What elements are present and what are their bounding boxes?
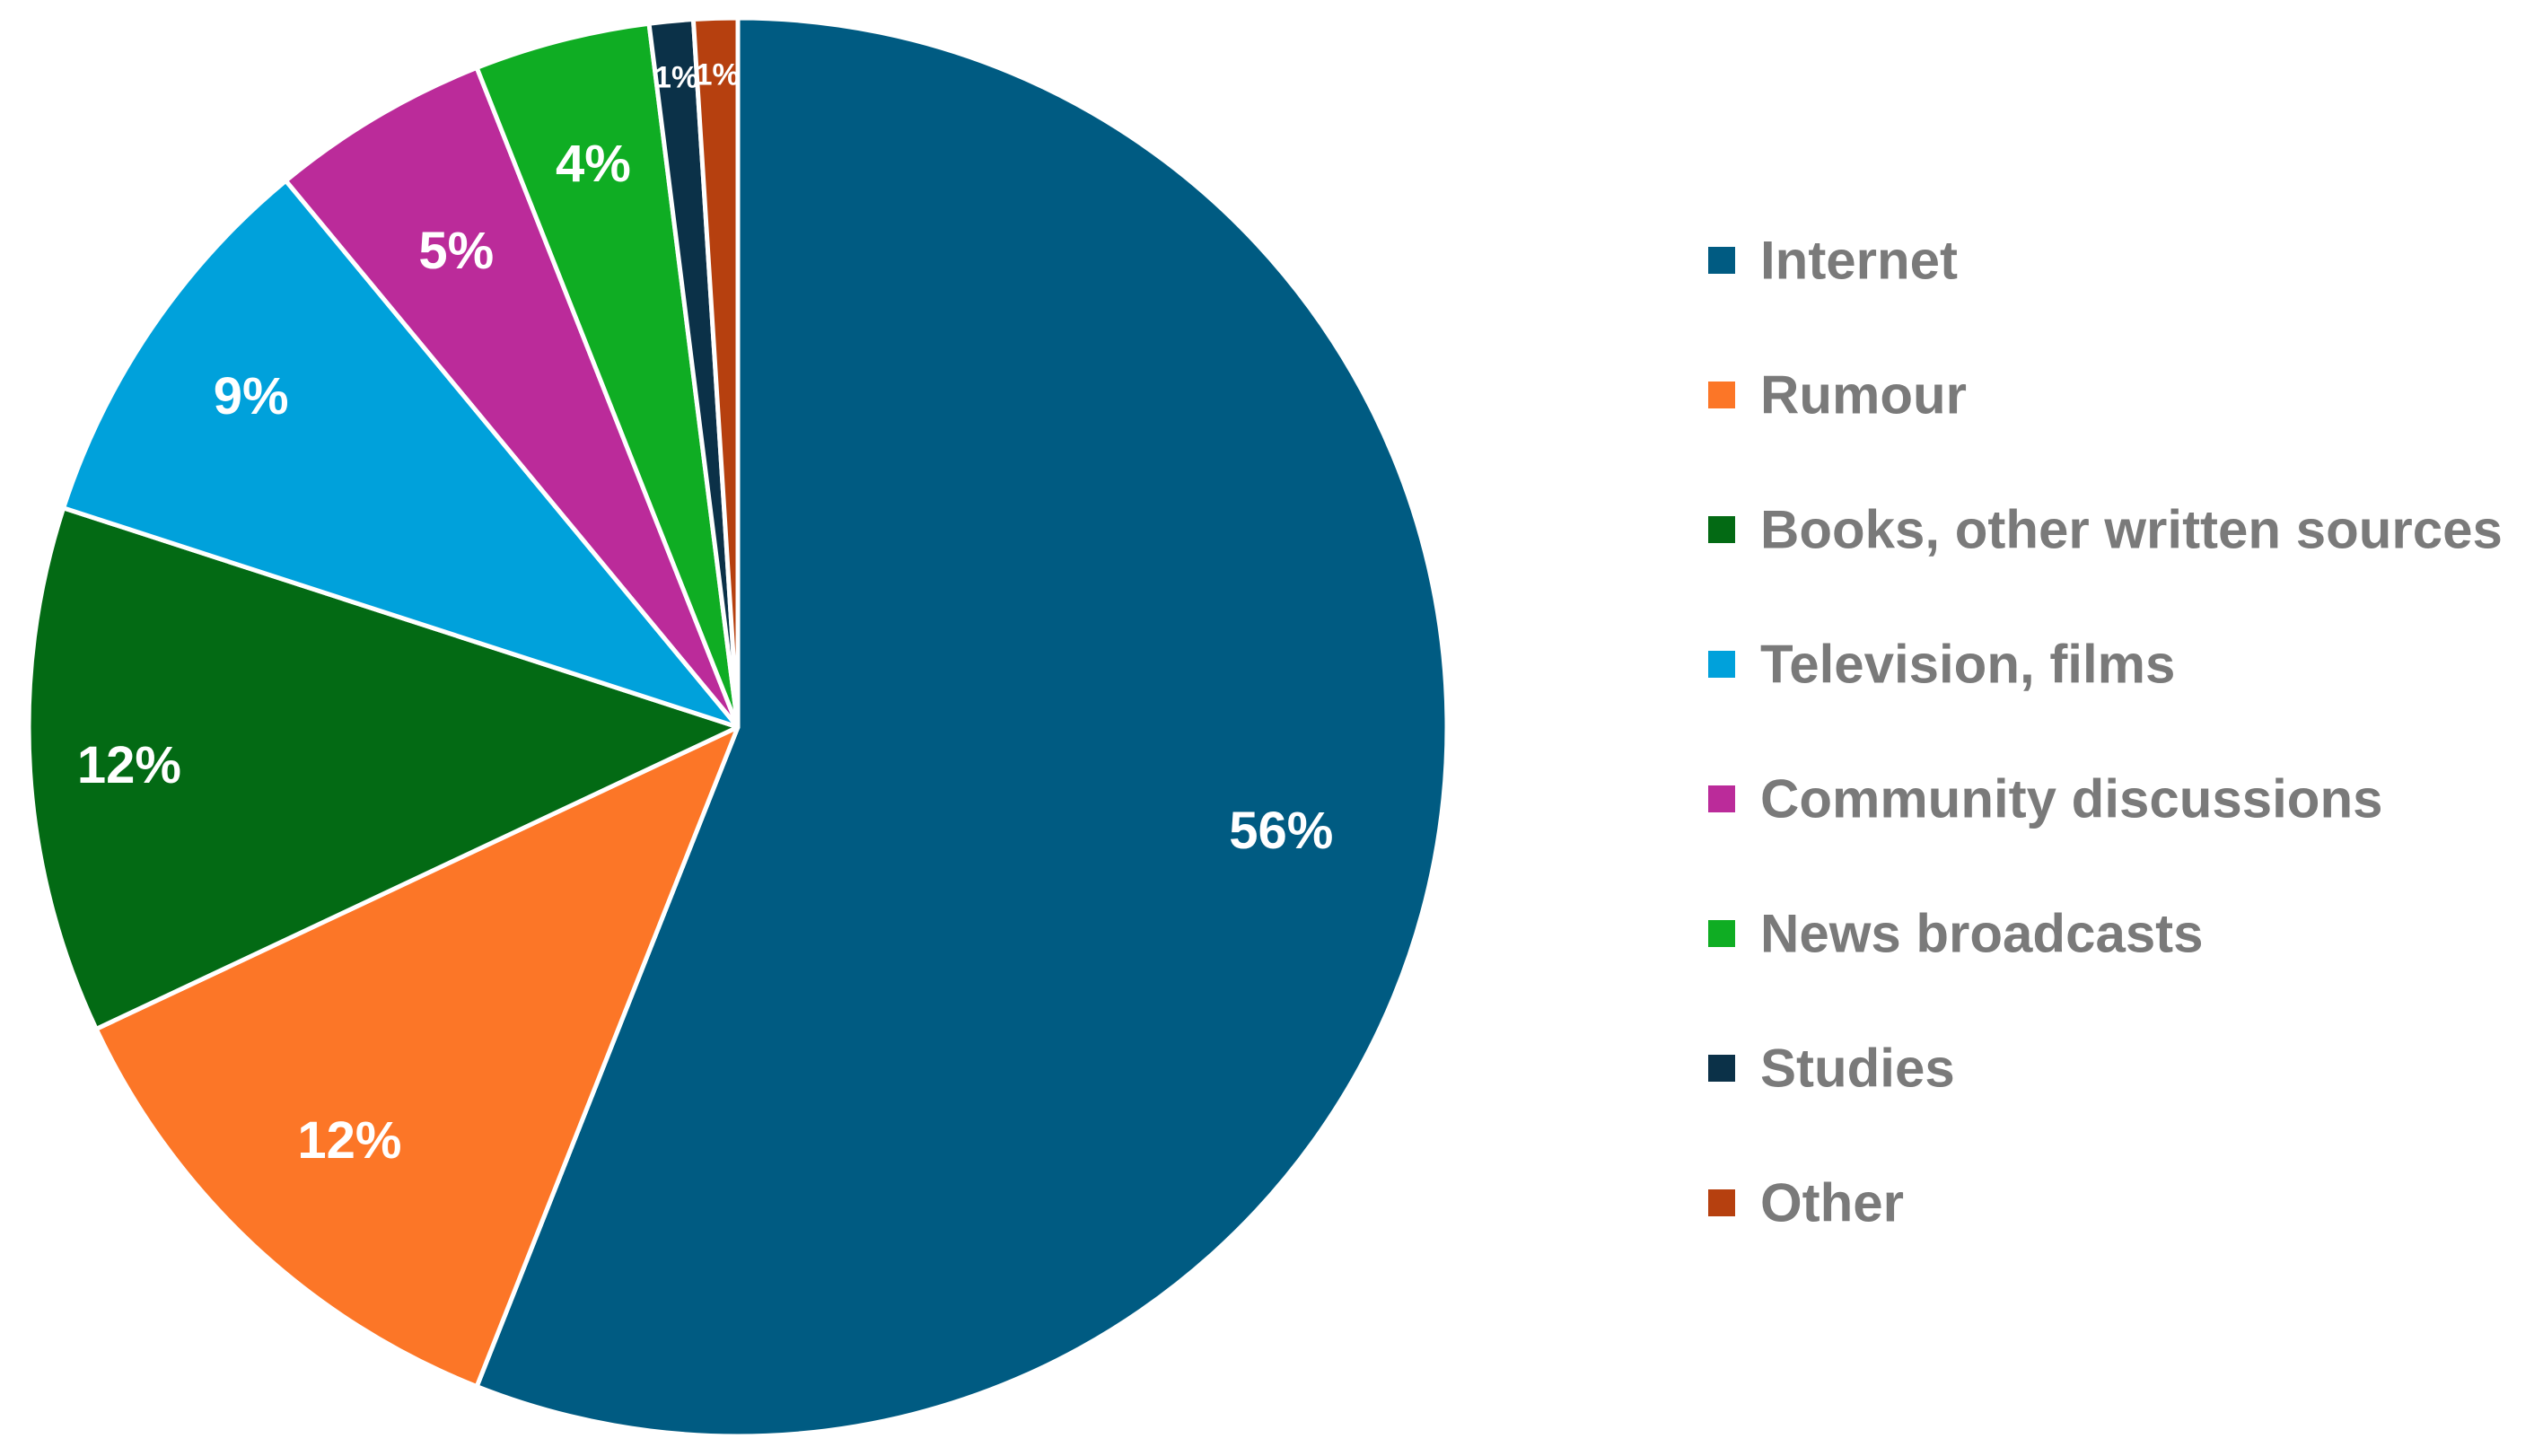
legend-swatch-community-discussions bbox=[1708, 785, 1735, 812]
legend-label-rumour: Rumour bbox=[1760, 365, 1967, 425]
legend-swatch-internet bbox=[1708, 247, 1735, 274]
pie-slice-community-discussions bbox=[283, 65, 741, 730]
pie-slice-rumour bbox=[93, 724, 741, 1390]
legend-label-books-other-written-sources: Books, other written sources bbox=[1760, 500, 2503, 560]
legend-swatch-studies bbox=[1708, 1055, 1735, 1082]
legend: Internet Rumour Books, other written sourc… bbox=[1708, 231, 2503, 1233]
legend-label-news-broadcasts: News broadcasts bbox=[1760, 904, 2204, 964]
data-label-community-discussions: 5% bbox=[418, 222, 494, 280]
data-label-news-broadcasts: 4% bbox=[556, 135, 631, 193]
legend-label-studies: Studies bbox=[1760, 1039, 1955, 1099]
pie-slice-internet bbox=[474, 15, 1450, 1439]
legend-label-internet: Internet bbox=[1760, 231, 1958, 291]
legend-label-other: Other bbox=[1760, 1173, 1904, 1233]
data-label-other: 1% bbox=[696, 58, 740, 92]
data-label-internet: 56% bbox=[1229, 802, 1333, 860]
pie-data-labels: 56% 12% 12% 9% 5% 4% 1%1% bbox=[77, 58, 1333, 1171]
pie-slice-books-other-written-sources bbox=[26, 505, 741, 1031]
legend-swatch-rumour bbox=[1708, 382, 1735, 408]
legend-label-community-discussions: Community discussions bbox=[1760, 769, 2382, 829]
legend-swatch-books-other-written-sources bbox=[1708, 516, 1735, 543]
legend-swatch-television-films bbox=[1708, 651, 1735, 678]
pie-slices bbox=[26, 15, 1450, 1439]
pie-slice-other bbox=[690, 15, 741, 730]
legend-label-television-films: Television, films bbox=[1760, 635, 2175, 695]
legend-swatch-other bbox=[1708, 1189, 1735, 1216]
data-label-television-films: 9% bbox=[214, 367, 289, 425]
data-label-rumour: 12% bbox=[297, 1111, 401, 1170]
data-label-books-other-written-sources: 12% bbox=[77, 736, 181, 794]
pie-slice-news-broadcasts bbox=[474, 21, 741, 730]
pie-slice-television-films bbox=[61, 178, 741, 730]
data-label-studies: 1% bbox=[654, 60, 698, 94]
legend-swatch-news-broadcasts bbox=[1708, 920, 1735, 947]
